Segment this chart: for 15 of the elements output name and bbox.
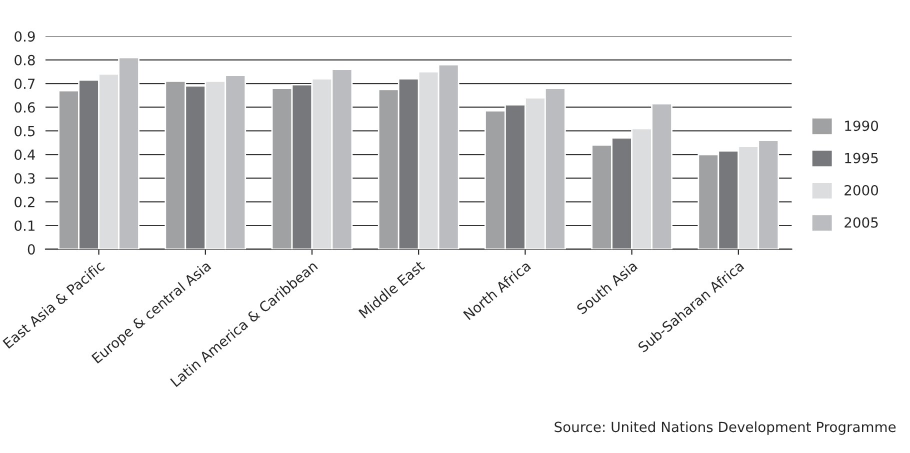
y-tick-label: 0.3	[14, 173, 35, 184]
y-tick-label: 0.2	[14, 196, 34, 208]
y-tick-label: 0.5	[14, 126, 35, 136]
legend-label: 2000	[844, 185, 878, 196]
legend-label: 1990	[845, 120, 878, 132]
legend-label: 2005	[844, 217, 878, 228]
legend-label: 1995	[845, 152, 878, 164]
y-tick-label: 0.1	[14, 220, 34, 231]
source-note: Source: United Nations Development Programme	[554, 421, 896, 435]
y-tick-label: 0.6	[14, 102, 35, 113]
y-tick-label: 0.7	[14, 78, 35, 90]
y-tick-label: 0.9	[14, 31, 35, 42]
y-tick-label: 0.4	[14, 149, 35, 160]
y-tick-label: 0	[28, 244, 35, 255]
y-tick-label: 0.8	[14, 54, 35, 66]
